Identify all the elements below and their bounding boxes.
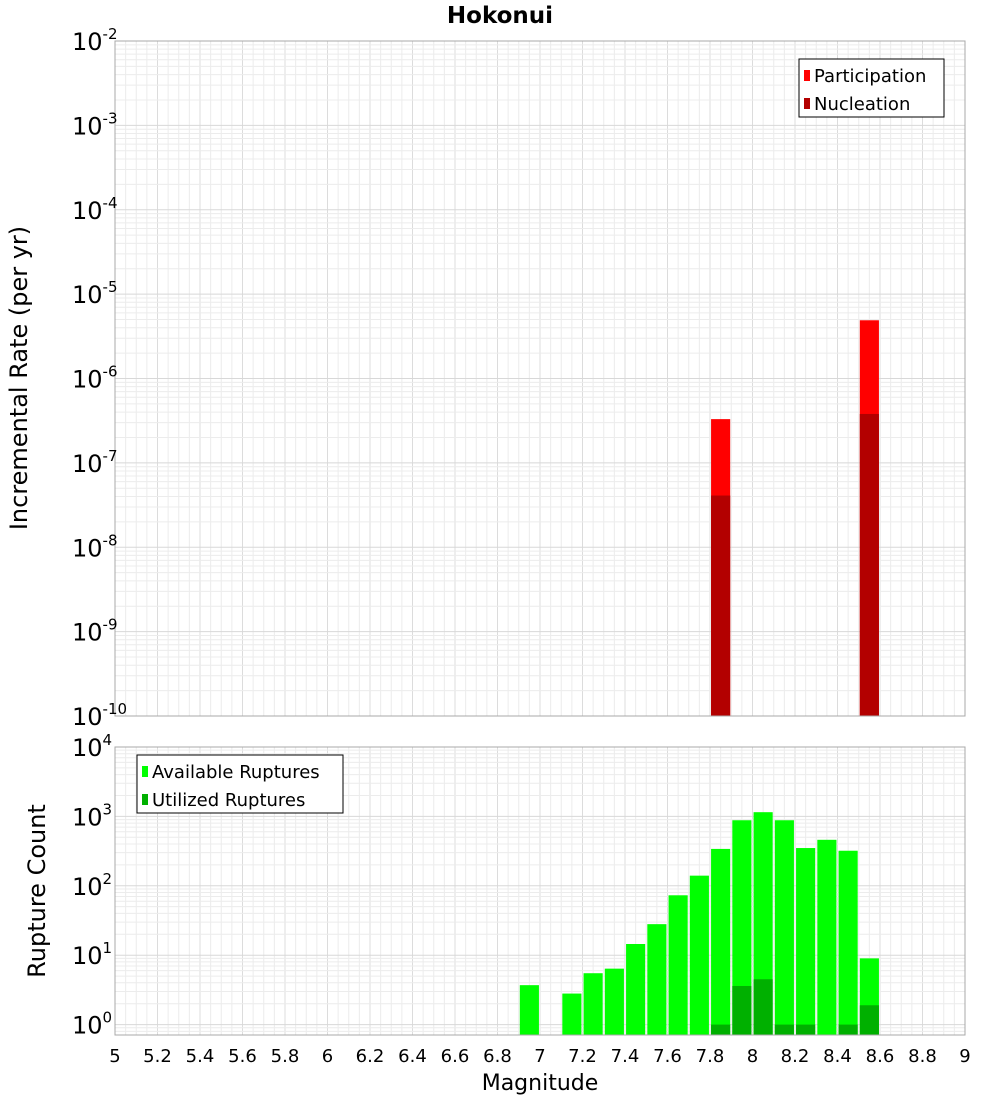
x-tick-label: 7 xyxy=(534,1046,545,1067)
x-tick-label: 6 xyxy=(322,1046,333,1067)
top-y-axis-label: Incremental Rate (per yr) xyxy=(5,226,33,530)
top-y-tick-label: 10-5 xyxy=(72,278,118,309)
bar-utilized-ruptures xyxy=(859,1005,879,1035)
bar-utilized-ruptures xyxy=(732,985,752,1035)
bottom-legend-swatch xyxy=(142,794,148,805)
top-y-tick-label: 10-7 xyxy=(72,447,118,478)
x-tick-label: 6.2 xyxy=(356,1046,385,1067)
x-tick-label: 5.2 xyxy=(143,1046,172,1067)
top-legend-label: Participation xyxy=(814,66,926,87)
bar-utilized-ruptures xyxy=(774,1024,794,1035)
bottom-legend-label: Utilized Ruptures xyxy=(152,790,305,811)
bottom-y-tick-label: 102 xyxy=(72,870,112,901)
bottom-y-tick-label: 104 xyxy=(72,731,112,762)
bar-available-ruptures xyxy=(668,895,688,1035)
x-tick-label: 7.8 xyxy=(696,1046,725,1067)
bar-available-ruptures xyxy=(732,820,752,1035)
x-tick-label: 6.4 xyxy=(398,1046,427,1067)
chart-title: Hokonui xyxy=(447,3,553,29)
bar-available-ruptures xyxy=(711,848,731,1035)
bar-available-ruptures xyxy=(583,973,603,1035)
top-legend: Participation Nucleation xyxy=(798,58,945,118)
top-y-tick-label: 10-3 xyxy=(72,109,118,140)
x-tick-label: 6.8 xyxy=(483,1046,512,1067)
bar-utilized-ruptures xyxy=(796,1024,816,1035)
bar-available-ruptures xyxy=(774,820,794,1035)
x-tick-label: 8.8 xyxy=(908,1046,937,1067)
x-tick-label: 7.6 xyxy=(653,1046,682,1067)
x-tick-label: 8.4 xyxy=(823,1046,852,1067)
bar-available-ruptures xyxy=(817,839,837,1035)
top-y-tick-label: 10-8 xyxy=(72,531,118,562)
bar-utilized-ruptures xyxy=(838,1024,858,1035)
top-legend-swatch xyxy=(804,98,810,109)
x-tick-label: 8 xyxy=(747,1046,758,1067)
bottom-legend-label: Available Ruptures xyxy=(152,762,320,783)
x-tick-label: 5.8 xyxy=(271,1046,300,1067)
bar-nucleation xyxy=(711,495,731,716)
x-tick-label: 5.4 xyxy=(186,1046,215,1067)
x-axis-label: Magnitude xyxy=(482,1071,599,1096)
top-legend-label: Nucleation xyxy=(814,94,910,115)
top-series-nucleation xyxy=(711,413,879,716)
x-tick-label: 6.6 xyxy=(441,1046,470,1067)
bar-available-ruptures xyxy=(796,848,816,1035)
bottom-legend-swatch xyxy=(142,766,148,777)
top-grid xyxy=(114,41,966,717)
bottom-legend-box xyxy=(136,754,344,814)
bar-utilized-ruptures xyxy=(711,1024,731,1035)
bar-available-ruptures xyxy=(626,943,646,1035)
x-tick-label: 9 xyxy=(959,1046,970,1067)
x-tick-label: 8.6 xyxy=(866,1046,895,1067)
bottom-y-tick-label: 100 xyxy=(72,1009,112,1040)
x-tick-label: 7.4 xyxy=(611,1046,640,1067)
bottom-plot-border xyxy=(114,746,966,1036)
bottom-series-utilized-ruptures xyxy=(711,979,879,1035)
bottom-y-tick-label: 101 xyxy=(72,939,112,970)
x-tick-label: 7.2 xyxy=(568,1046,597,1067)
top-y-tick-label: 10-10 xyxy=(72,700,127,731)
x-tick-label: 5.6 xyxy=(228,1046,257,1067)
bottom-y-tick-label: 103 xyxy=(72,800,112,831)
top-y-tick-label: 10-4 xyxy=(72,194,118,225)
top-legend-swatch xyxy=(804,70,810,81)
bottom-legend: Available Ruptures Utilized Ruptures xyxy=(136,754,344,814)
top-plot-border xyxy=(114,40,966,717)
bar-utilized-ruptures xyxy=(753,979,773,1035)
bar-nucleation xyxy=(859,413,879,716)
top-y-tick-label: 10-9 xyxy=(72,616,118,647)
bar-available-ruptures xyxy=(562,993,582,1035)
bar-available-ruptures xyxy=(689,875,709,1035)
x-tick-label: 5 xyxy=(109,1046,120,1067)
bar-available-ruptures xyxy=(604,968,624,1035)
bar-available-ruptures xyxy=(519,985,539,1035)
bar-available-ruptures xyxy=(647,924,667,1035)
top-y-tick-label: 10-6 xyxy=(72,363,118,394)
top-y-tick-label: 10-2 xyxy=(72,25,118,56)
bar-available-ruptures xyxy=(838,850,858,1035)
x-tick-label: 8.2 xyxy=(781,1046,810,1067)
bottom-y-axis-label: Rupture Count xyxy=(23,804,51,978)
top-legend-box xyxy=(798,58,945,118)
